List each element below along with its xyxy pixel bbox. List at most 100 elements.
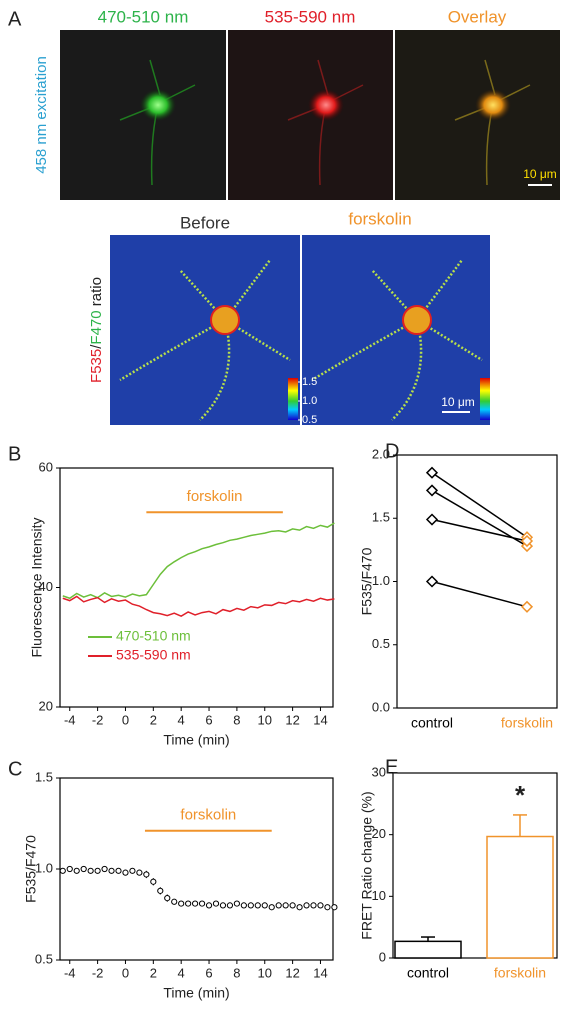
- data-point: [425, 575, 439, 588]
- data-point: [310, 902, 317, 909]
- pair-line: [431, 518, 528, 542]
- y-tick-label: 0: [379, 949, 386, 964]
- data-point: [129, 867, 136, 874]
- ratio-title: Before: [180, 213, 230, 232]
- colorbar: [480, 378, 490, 420]
- x-tick-label: control: [411, 715, 453, 731]
- series-line: [62, 595, 335, 618]
- scale-bar-label: 10 μm: [441, 395, 475, 409]
- y-tick-label: 0.5: [372, 636, 390, 651]
- data-point: [261, 902, 268, 909]
- data-point: [178, 900, 185, 907]
- x-tick-label: 6: [205, 965, 212, 980]
- bar: [486, 835, 554, 959]
- data-point: [59, 867, 66, 874]
- channel-title: 535-590 nm: [265, 7, 356, 26]
- panel-label: D: [385, 440, 399, 462]
- soma: [402, 305, 432, 335]
- data-point: [205, 902, 213, 909]
- ratio-label-part: ratio: [88, 277, 105, 310]
- pair-line: [431, 580, 528, 608]
- x-tick-label: 4: [178, 965, 185, 980]
- data-point: [136, 869, 143, 876]
- x-axis-label: Time (min): [163, 985, 229, 1001]
- data-point: [520, 534, 534, 548]
- x-tick-label: -4: [64, 712, 76, 727]
- significance: *: [515, 780, 526, 810]
- data-point: [425, 513, 439, 526]
- axes-frame: [396, 454, 558, 709]
- pair-line: [431, 472, 528, 538]
- ratio-title: forskolin: [348, 209, 411, 228]
- data-point: [275, 902, 282, 909]
- colorbar-tick-label: 1.0: [302, 395, 317, 407]
- data-point: [324, 904, 331, 911]
- neuron-red: [287, 59, 364, 186]
- data-point: [87, 867, 94, 874]
- y-tick-label: 1.0: [35, 860, 53, 875]
- legend-label: 470-510 nm: [116, 628, 191, 644]
- x-tick-label: 14: [313, 712, 327, 727]
- x-tick-label: 12: [285, 965, 299, 980]
- data-point: [240, 902, 247, 909]
- y-tick-label: 60: [39, 459, 53, 474]
- y-tick-label: 2.0: [372, 446, 390, 461]
- data-point: [254, 902, 261, 909]
- channel-title: 470-510 nm: [98, 7, 189, 26]
- data-point: [185, 900, 192, 907]
- x-tick-label: -2: [92, 712, 104, 727]
- micrographs: [60, 30, 560, 200]
- data-point: [115, 867, 122, 874]
- excitation-label: 458 nm excitation: [33, 56, 50, 174]
- x-tick-label: 6: [205, 712, 212, 727]
- data-point: [296, 904, 303, 911]
- y-axis-label: FRET Ratio change (%): [359, 791, 375, 939]
- treatment-label: forskolin: [180, 807, 236, 824]
- data-point: [247, 902, 254, 909]
- data-point: [317, 902, 324, 909]
- scale-bar-label: 10 μm: [523, 167, 557, 181]
- data-point: [425, 466, 439, 479]
- data-point: [150, 878, 157, 885]
- data-point: [331, 904, 338, 911]
- y-tick-label: 20: [372, 826, 386, 841]
- ratio-label-part: /: [88, 344, 105, 349]
- data-point: [94, 867, 101, 874]
- data-point: [108, 867, 115, 874]
- treatment-label: forskolin: [187, 488, 243, 505]
- ratio-label-part: F535: [88, 349, 105, 383]
- image-red: [228, 30, 393, 200]
- x-tick-label: forskolin: [494, 965, 546, 981]
- y-axis-label: Fluorescence Intensity: [29, 517, 45, 657]
- colorbar-tick-label: 1.5: [302, 376, 317, 388]
- data-point: [520, 600, 534, 613]
- x-tick-label: 2: [150, 712, 157, 727]
- y-tick-label: 1.0: [372, 573, 390, 588]
- data-point: [212, 900, 220, 907]
- ratio-label: F535/F470 ratio: [88, 277, 105, 383]
- data-point: [122, 869, 129, 876]
- data-point: [303, 902, 310, 909]
- image-overlay: [395, 30, 560, 200]
- data-point: [268, 904, 275, 911]
- ratio-forskolin: [302, 235, 490, 425]
- data-point: [192, 900, 199, 907]
- axes-frame: [59, 777, 334, 961]
- data-point: [226, 902, 234, 909]
- y-tick-label: 1.5: [372, 510, 390, 525]
- y-axis-label: F535/F470: [23, 835, 39, 903]
- x-tick-label: 0: [122, 712, 129, 727]
- x-tick-label: -2: [92, 965, 104, 980]
- ratio-processes: [119, 259, 483, 421]
- data-point: [80, 865, 87, 873]
- axes-frame: [392, 772, 558, 959]
- x-tick-label: 10: [258, 712, 272, 727]
- x-tick-label: 10: [258, 965, 272, 980]
- data-point: [164, 895, 171, 902]
- data-point: [219, 902, 227, 909]
- ratio-before: [110, 235, 300, 425]
- x-tick-label: 4: [178, 712, 185, 727]
- data-point: [157, 887, 164, 894]
- channel-title: Overlay: [448, 7, 507, 26]
